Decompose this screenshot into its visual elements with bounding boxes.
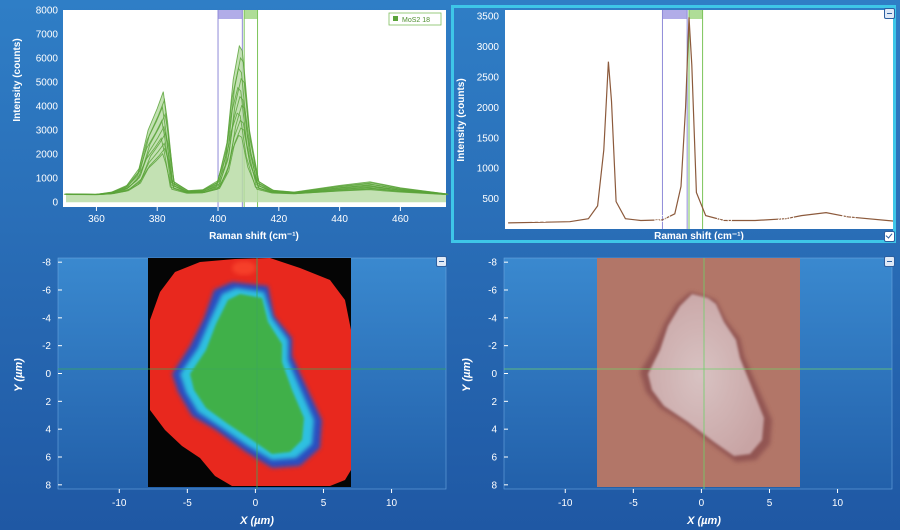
y-tick-label: -2 bbox=[42, 341, 51, 352]
y-tick-label: 4 bbox=[45, 425, 51, 436]
right-spectrum-plot-area[interactable] bbox=[505, 10, 894, 229]
x-tick-label: 460 bbox=[839, 214, 856, 225]
raman-image[interactable] bbox=[148, 258, 351, 487]
right-optical-image-panel: -8 -6 -4 -2 0 2 4 6 8 -10 -5 0 5 10 Y (µm) X (µm) bbox=[461, 258, 893, 527]
minimize-icon[interactable] bbox=[884, 256, 895, 267]
peak-band-2[interactable] bbox=[244, 10, 258, 19]
y-tick-label: 4 bbox=[491, 425, 497, 436]
y-axis-ticks: -8 -6 -4 -2 0 2 4 6 8 bbox=[42, 258, 62, 491]
legend[interactable]: MoS2 18 bbox=[388, 12, 442, 26]
x-tick-label: 420 bbox=[716, 214, 733, 225]
spectrum-envelope-fill bbox=[66, 46, 446, 203]
y-tick-label: 500 bbox=[482, 194, 499, 205]
y-tick-label: 2500 bbox=[477, 72, 500, 83]
x-axis-title: Raman shift (cm⁻¹) bbox=[654, 231, 744, 242]
y-tick-label: 0 bbox=[491, 369, 497, 380]
x-axis-ticks: -10 -5 0 5 10 bbox=[558, 489, 844, 509]
y-tick-label: 2000 bbox=[477, 103, 500, 114]
y-tick-label: -8 bbox=[42, 258, 51, 269]
x-tick-label: 460 bbox=[392, 214, 409, 225]
x-tick-label: 380 bbox=[149, 214, 166, 225]
right-spectrum-panel: 500 1000 1500 2000 2500 3000 3500 360 380 400 420… bbox=[456, 10, 895, 242]
y-axis-title: Y (µm) bbox=[461, 358, 473, 392]
y-tick-label: 6 bbox=[45, 452, 51, 463]
y-tick-label: -6 bbox=[488, 286, 497, 297]
checkbox-icon[interactable] bbox=[884, 231, 895, 242]
y-tick-label: 8 bbox=[45, 480, 51, 491]
y-tick-label: 8 bbox=[491, 480, 497, 491]
region-crystal bbox=[190, 294, 304, 454]
x-tick-label: 360 bbox=[531, 214, 548, 225]
y-tick-label: -4 bbox=[488, 313, 497, 324]
hot-spot bbox=[232, 261, 256, 275]
left-raman-map-panel: -8 -6 -4 -2 0 2 4 6 8 -10 -5 0 5 10 Y (µm) X (µm) bbox=[13, 258, 447, 527]
spectrum-series-line bbox=[65, 134, 446, 196]
y-axis-title: Intensity (counts) bbox=[12, 38, 23, 121]
spectrum-series-lines bbox=[63, 44, 449, 196]
x-tick-label: 380 bbox=[592, 214, 609, 225]
minimize-icon[interactable] bbox=[436, 256, 447, 267]
y-tick-label: 6 bbox=[491, 452, 497, 463]
minimize-icon[interactable] bbox=[884, 8, 895, 19]
y-tick-label: 6000 bbox=[36, 54, 59, 65]
x-tick-label: 5 bbox=[321, 498, 327, 509]
x-tick-label: 440 bbox=[331, 214, 348, 225]
y-tick-label: 7000 bbox=[36, 30, 59, 41]
x-axis-ticks: 360 380 400 420 440 460 bbox=[531, 214, 857, 225]
y-axis-title: Intensity (counts) bbox=[456, 78, 467, 161]
y-tick-label: 0 bbox=[45, 369, 51, 380]
x-tick-label: 420 bbox=[270, 214, 287, 225]
y-tick-label: -8 bbox=[488, 258, 497, 269]
y-tick-label: -6 bbox=[42, 286, 51, 297]
x-tick-label: 0 bbox=[253, 498, 259, 509]
x-tick-label: -10 bbox=[112, 498, 127, 509]
spectrum-line bbox=[508, 17, 895, 224]
y-tick-label: 1000 bbox=[36, 174, 59, 185]
y-axis-title: Y (µm) bbox=[13, 358, 25, 392]
y-tick-label: 8000 bbox=[36, 6, 59, 17]
y-axis-ticks: 0 1000 2000 3000 4000 5000 6000 7000 8000 bbox=[36, 6, 59, 209]
x-tick-label: -5 bbox=[629, 498, 638, 509]
y-tick-label: 1500 bbox=[477, 133, 500, 144]
legend-swatch bbox=[393, 16, 398, 21]
peak-band-1[interactable] bbox=[662, 10, 688, 19]
x-tick-label: -5 bbox=[183, 498, 192, 509]
y-tick-label: 2000 bbox=[36, 150, 59, 161]
x-axis-title: Raman shift (cm⁻¹) bbox=[209, 231, 299, 242]
optical-image[interactable] bbox=[597, 258, 800, 487]
y-tick-label: 3000 bbox=[477, 42, 500, 53]
left-spectrum-panel: 0 1000 2000 3000 4000 5000 6000 7000 8000 360 380… bbox=[12, 6, 449, 242]
x-axis-ticks: -10 -5 0 5 10 bbox=[112, 489, 398, 509]
x-tick-label: 440 bbox=[778, 214, 795, 225]
x-axis-title: X (µm) bbox=[239, 515, 274, 527]
x-tick-label: 360 bbox=[88, 214, 105, 225]
peak-band-1[interactable] bbox=[218, 10, 243, 19]
x-tick-label: -10 bbox=[558, 498, 573, 509]
x-tick-label: 5 bbox=[767, 498, 773, 509]
y-tick-label: -2 bbox=[488, 341, 497, 352]
y-tick-label: 3500 bbox=[477, 12, 500, 23]
y-tick-label: 3000 bbox=[36, 126, 59, 137]
flake bbox=[648, 294, 764, 456]
y-tick-label: 2 bbox=[45, 397, 51, 408]
y-tick-label: 4000 bbox=[36, 102, 59, 113]
x-tick-label: 10 bbox=[386, 498, 398, 509]
peak-band-2[interactable] bbox=[689, 10, 703, 19]
y-tick-label: 5000 bbox=[36, 78, 59, 89]
y-tick-label: 0 bbox=[52, 198, 58, 209]
y-axis-ticks: 500 1000 1500 2000 2500 3000 3500 bbox=[477, 12, 500, 205]
x-tick-label: 400 bbox=[654, 214, 671, 225]
y-axis-ticks: -8 -6 -4 -2 0 2 4 6 8 bbox=[488, 258, 508, 491]
x-tick-label: 10 bbox=[832, 498, 844, 509]
y-tick-label: 1000 bbox=[477, 164, 500, 175]
y-tick-label: 2 bbox=[491, 397, 497, 408]
x-tick-label: 0 bbox=[699, 498, 705, 509]
x-tick-label: 400 bbox=[210, 214, 227, 225]
y-tick-label: -4 bbox=[42, 313, 51, 324]
x-axis-title: X (µm) bbox=[686, 515, 721, 527]
x-axis-ticks: 360 380 400 420 440 460 bbox=[88, 207, 409, 225]
legend-label: MoS2 18 bbox=[402, 17, 430, 24]
